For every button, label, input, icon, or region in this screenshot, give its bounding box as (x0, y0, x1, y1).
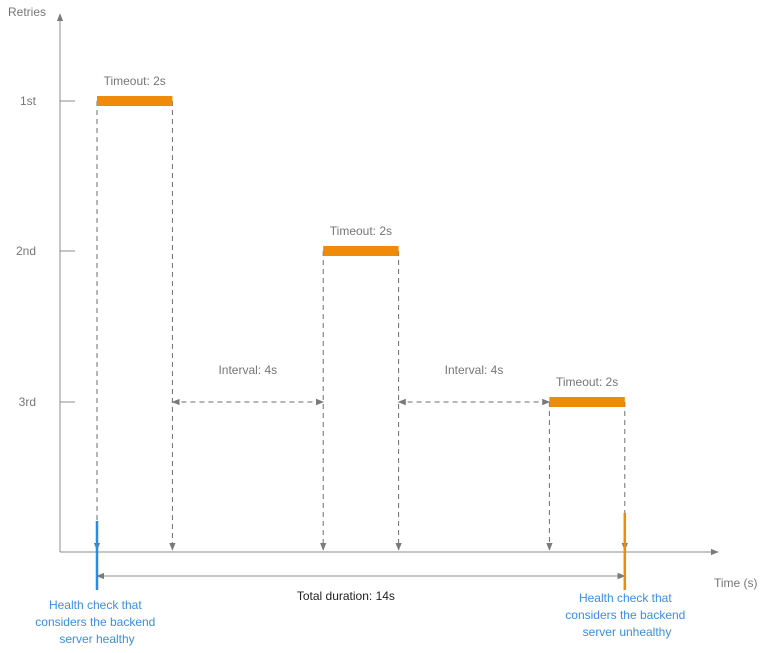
x-axis-label: Time (s) (714, 576, 758, 590)
interval-label-2: Interval: 4s (445, 363, 504, 377)
timeout-bar-2 (323, 246, 399, 256)
healthy-note-line-3: server healthy (59, 632, 134, 646)
timeout-bar-1 (97, 96, 173, 106)
timeout-label-1: Timeout: 2s (104, 74, 166, 88)
retry-label-3: 3rd (19, 395, 36, 409)
total-duration-label: Total duration: 14s (297, 589, 395, 603)
y-axis-label: Retries (8, 5, 46, 19)
unhealthy-note-line-1: Health check that (579, 591, 672, 605)
healthy-note-line-1: Health check that (49, 598, 142, 612)
healthy-note: Health check that considers the backend … (35, 598, 158, 646)
retry-levels: 1st 2nd 3rd (16, 94, 75, 409)
unhealthy-note: Health check that considers the backend … (565, 591, 688, 639)
healthy-note-line-2: considers the backend (35, 615, 155, 629)
total-duration: Total duration: 14s (96, 572, 626, 603)
unhealthy-note-line-2: considers the backend (565, 608, 685, 622)
interval-label-1: Interval: 4s (218, 363, 277, 377)
unhealthy-note-line-3: server unhealthy (583, 625, 672, 639)
retry-label-1: 1st (20, 94, 37, 108)
timeline: Timeout: 2s Timeout: 2s Timeout: 2s Interva… (93, 74, 628, 551)
timeout-label-3: Timeout: 2s (556, 375, 618, 389)
timeout-bar-3 (549, 397, 625, 407)
retry-label-2: 2nd (16, 244, 36, 258)
timeout-label-2: Timeout: 2s (330, 224, 392, 238)
